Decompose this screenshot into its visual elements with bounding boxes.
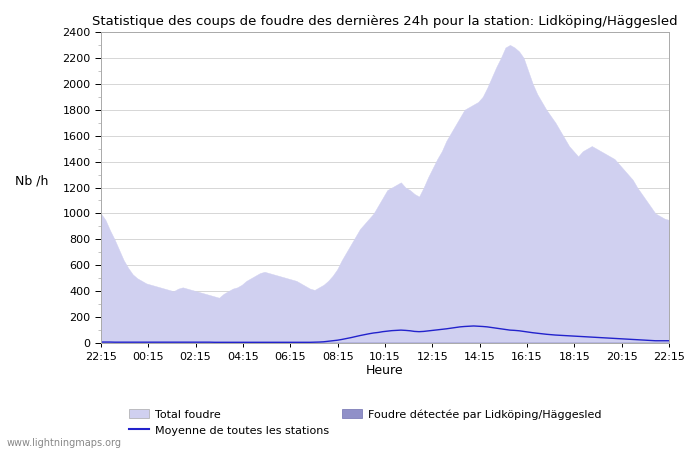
Title: Statistique des coups de foudre des dernières 24h pour la station: Lidköping/Häg: Statistique des coups de foudre des dern… [92, 15, 678, 28]
Legend: Total foudre, Moyenne de toutes les stations, Foudre détectée par Lidköping/Hägg: Total foudre, Moyenne de toutes les stat… [125, 405, 606, 440]
Text: www.lightningmaps.org: www.lightningmaps.org [7, 438, 122, 448]
X-axis label: Heure: Heure [366, 364, 404, 377]
Y-axis label: Nb /h: Nb /h [15, 175, 48, 188]
